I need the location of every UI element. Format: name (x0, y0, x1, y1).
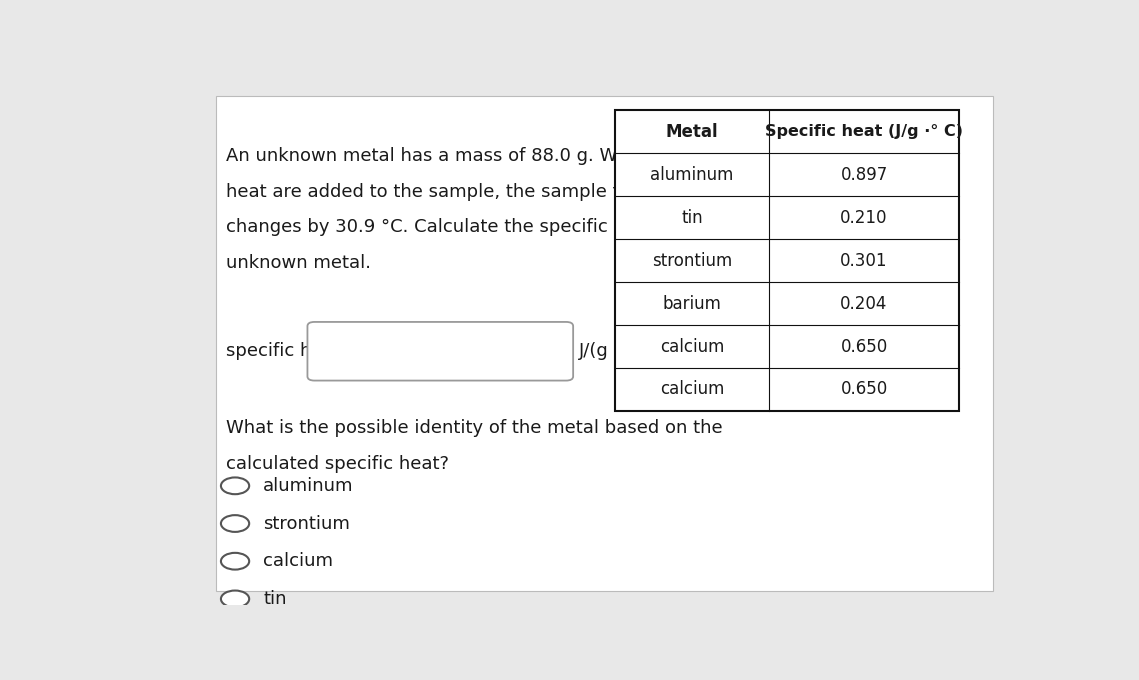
Text: 0.650: 0.650 (841, 337, 887, 356)
Text: Metal: Metal (665, 123, 719, 141)
Text: calcium: calcium (263, 552, 334, 571)
Ellipse shape (221, 590, 249, 607)
Text: 0.301: 0.301 (841, 252, 887, 270)
Text: heat are added to the sample, the sample temperature: heat are added to the sample, the sample… (227, 183, 727, 201)
Ellipse shape (221, 477, 249, 494)
Text: 0.204: 0.204 (841, 294, 887, 313)
Bar (615, 110, 959, 411)
Text: unknown metal.: unknown metal. (227, 254, 371, 272)
Text: specific heat:: specific heat: (227, 342, 347, 360)
Text: calcium: calcium (659, 381, 724, 398)
Text: aluminum: aluminum (263, 477, 354, 495)
Text: strontium: strontium (263, 515, 350, 532)
Bar (215, 97, 993, 590)
Text: strontium: strontium (652, 252, 732, 270)
Text: Specific heat (J/g ·° C): Specific heat (J/g ·° C) (765, 124, 962, 139)
Text: An unknown metal has a mass of 88.0 g. When 2440 J of: An unknown metal has a mass of 88.0 g. W… (227, 147, 737, 165)
Text: barium: barium (663, 294, 721, 313)
Text: tin: tin (681, 209, 703, 226)
Text: 0.210: 0.210 (841, 209, 887, 226)
Text: changes by 30.9 °C. Calculate the specific heat of the: changes by 30.9 °C. Calculate the specif… (227, 218, 713, 236)
Ellipse shape (221, 515, 249, 532)
Text: 0.897: 0.897 (841, 166, 887, 184)
Text: tin: tin (263, 590, 287, 608)
Text: 0.650: 0.650 (841, 381, 887, 398)
Text: What is the possible identity of the metal based on the: What is the possible identity of the met… (227, 420, 723, 437)
Text: J/(g ·  °C): J/(g · °C) (580, 342, 661, 360)
Text: aluminum: aluminum (650, 166, 734, 184)
Text: calcium: calcium (659, 337, 724, 356)
Ellipse shape (221, 553, 249, 570)
FancyBboxPatch shape (308, 322, 573, 381)
Text: calculated specific heat?: calculated specific heat? (227, 455, 449, 473)
